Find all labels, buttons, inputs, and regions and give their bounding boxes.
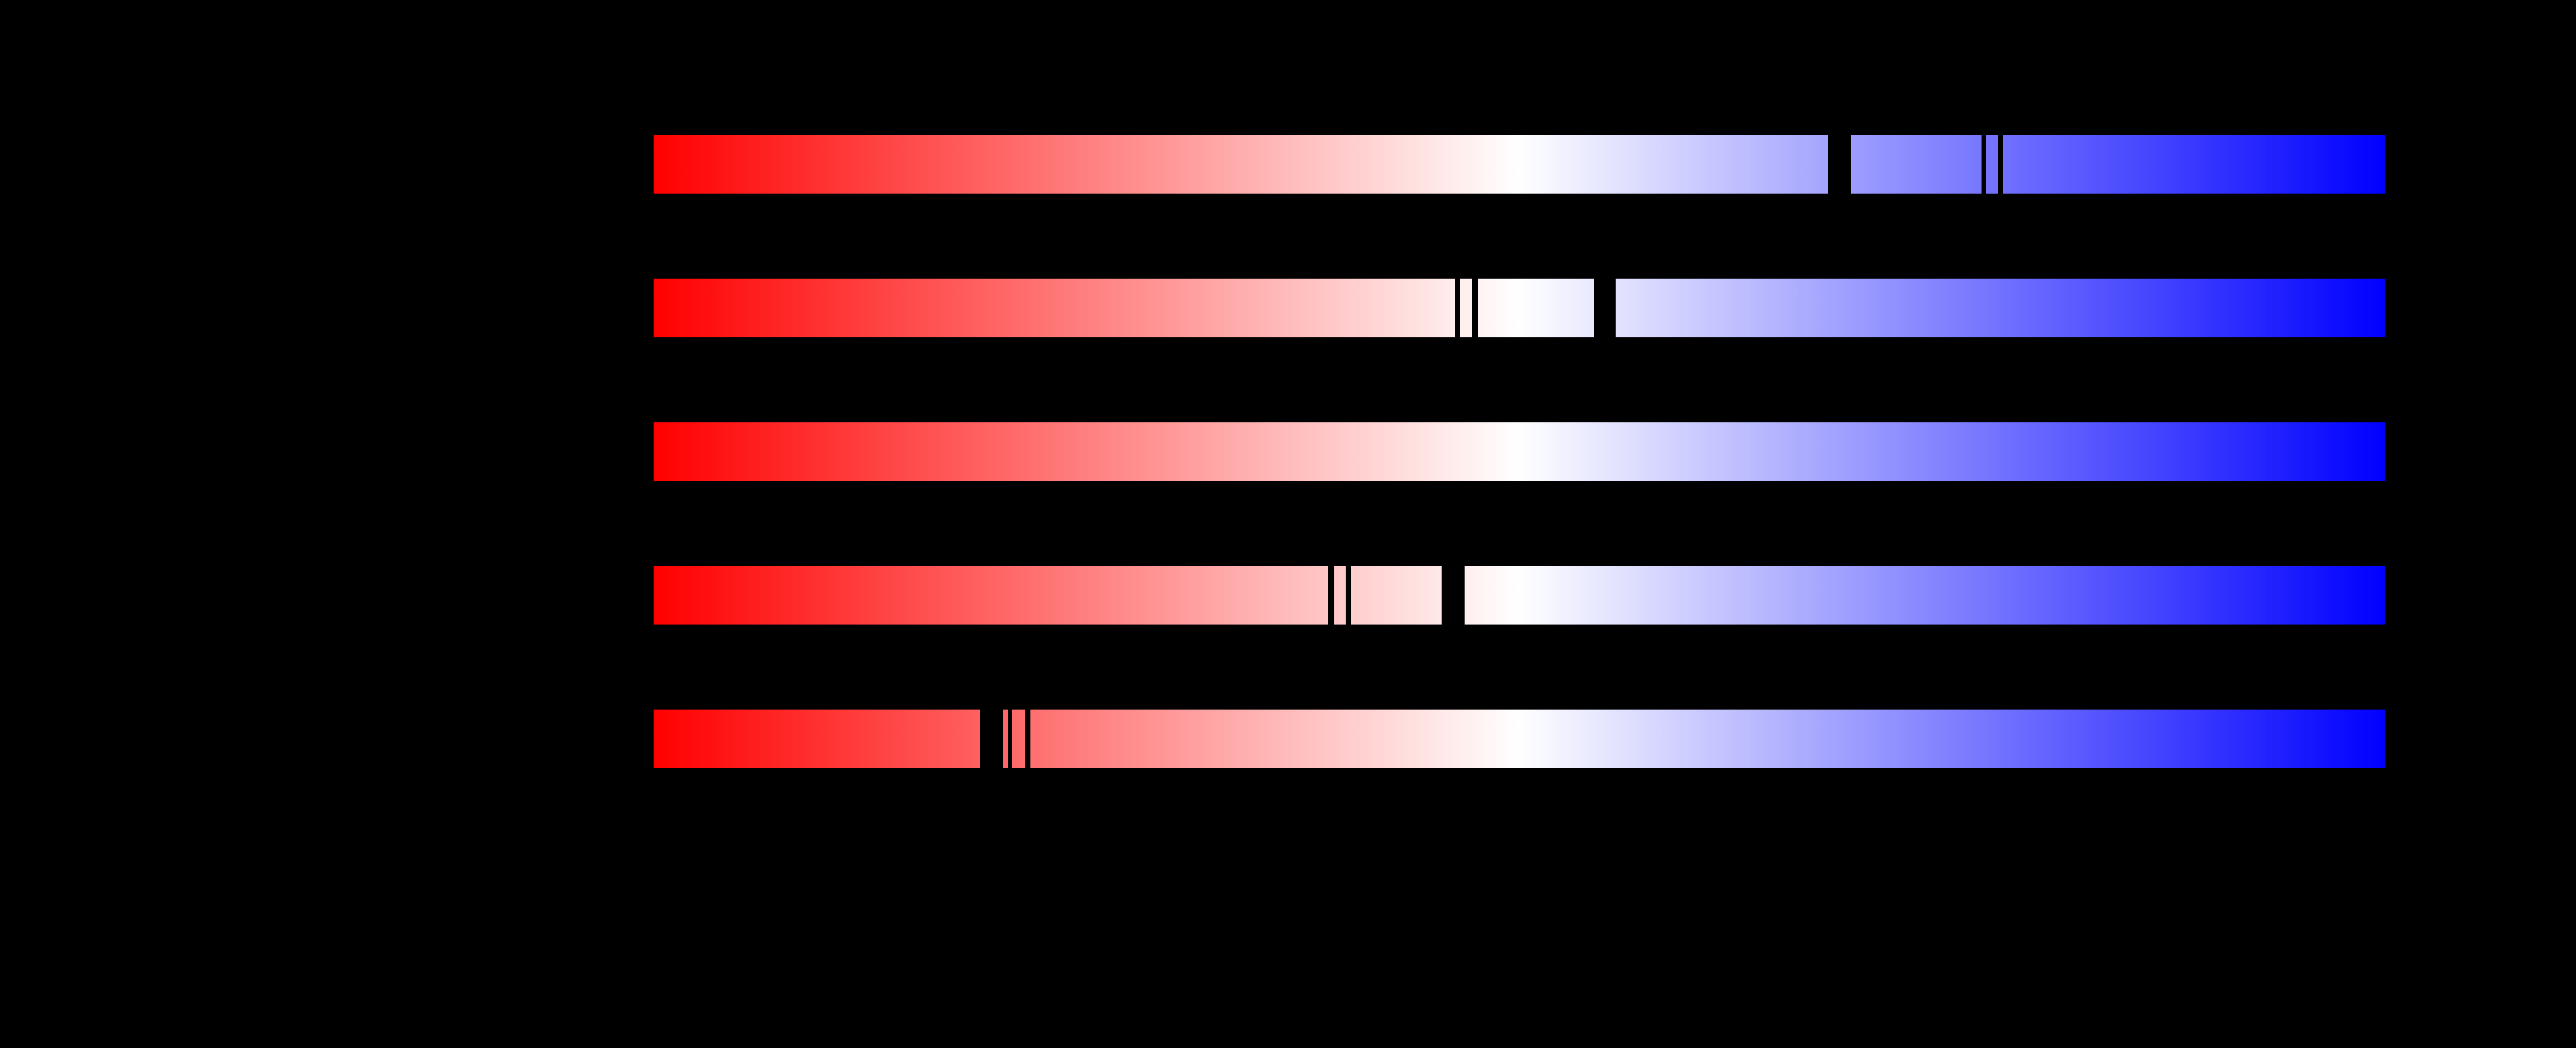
bar-gap-thin [1345,565,1351,626]
bar-gap-thin [1982,134,1986,195]
gradient-bar-3 [654,422,2385,481]
gradient-bar-2 [654,278,2385,338]
gradient-bar-4 [654,565,2385,626]
bar-gap-thin [1455,278,1460,338]
bar-gap-thin [1007,708,1012,769]
bar-gap-wide [1828,134,1852,195]
bar-gap-thin [1327,565,1334,626]
bar-gap-thin [1472,278,1478,338]
bar-gap-thin [1025,708,1030,769]
gradient-bar-1 [654,134,2385,195]
gradient-bar-5 [654,708,2385,769]
bar-gap-wide [979,708,1003,769]
bar-gap-thin [1998,134,2003,195]
bar-gap-wide [1441,565,1465,626]
bar-gap-wide [1593,278,1616,338]
